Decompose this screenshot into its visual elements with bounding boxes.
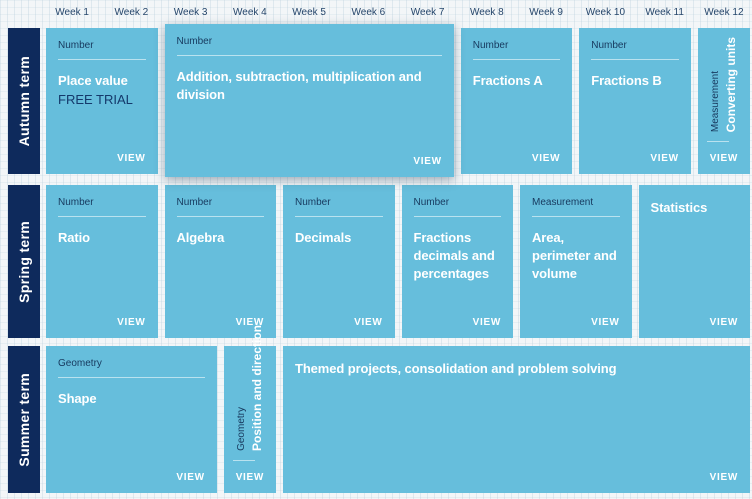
week-label-5: Week 5	[292, 6, 326, 18]
card-category: Number	[58, 40, 94, 51]
view-button[interactable]: VIEW	[117, 317, 146, 328]
card-title: Converting units	[723, 36, 738, 132]
view-button[interactable]: VIEW	[176, 472, 205, 483]
card-title: Decimals	[295, 230, 352, 245]
card-category: Geometry	[58, 358, 102, 369]
view-button[interactable]: VIEW	[235, 472, 265, 483]
week-label-3: Week 3	[173, 6, 208, 18]
view-button[interactable]: VIEW	[709, 153, 739, 164]
row-spring-term: Spring term Number Ratio VIEW Number Alg…	[8, 185, 750, 338]
card-category: Number	[176, 36, 213, 47]
term-label: Summer term	[16, 372, 32, 467]
view-button[interactable]: VIEW	[591, 317, 620, 328]
week-label-7: Week 7	[410, 6, 445, 18]
free-trial-label: FREE TRIAL	[58, 92, 133, 108]
card-category: Measurement	[532, 197, 594, 208]
card-fractions-b[interactable]: Number Fractions B VIEW	[579, 28, 691, 174]
row-summer-term: Summer term Geometry Shape VIEW Geometry…	[8, 325, 750, 493]
card-divider	[706, 141, 729, 142]
card-divider	[472, 59, 561, 60]
card-divider	[413, 216, 501, 217]
card-shape[interactable]: Geometry Shape VIEW	[46, 346, 217, 493]
view-button[interactable]: VIEW	[531, 153, 561, 164]
week-label-4: Week 4	[233, 6, 267, 18]
spring-cards: Number Ratio VIEW Number Algebra VIEW Nu…	[46, 185, 750, 338]
card-title: Statistics	[650, 200, 708, 215]
card-addition-subtraction-multiplication-division[interactable]: Number Addition, subtraction, multiplica…	[164, 24, 454, 177]
card-category: Number	[295, 197, 331, 208]
card-fractions-decimals-percentages[interactable]: Number Fractions decimals and percentage…	[401, 185, 513, 338]
card-category: Number	[413, 197, 450, 208]
card-title: Themed projects, consolidation and probl…	[295, 361, 617, 376]
week-label-11: Week 11	[645, 6, 684, 18]
term-block-spring: Spring term	[8, 185, 40, 338]
view-button[interactable]: VIEW	[709, 317, 738, 328]
card-title: Area, perimeter and volume	[532, 230, 617, 282]
card-divider	[58, 377, 205, 378]
summer-cards: Geometry Shape VIEW Geometry Position an…	[46, 325, 750, 493]
card-place-value[interactable]: Number Place value FREE TRIAL VIEW	[46, 28, 158, 174]
view-button[interactable]: VIEW	[413, 156, 442, 167]
week-label-10: Week 10	[585, 6, 626, 18]
card-divider	[232, 460, 255, 461]
week-label-2: Week 2	[114, 6, 149, 18]
vertical-text: Measurement Converting units	[698, 36, 750, 132]
week-label-9: Week 9	[529, 6, 563, 18]
week-header: Week 1 Week 2 Week 3 Week 4 Week 5 Week …	[46, 0, 750, 24]
view-button[interactable]: VIEW	[709, 472, 738, 483]
card-title: Fractions decimals and percentages	[413, 230, 495, 282]
autumn-cards: Number Place value FREE TRIAL VIEW Numbe…	[46, 24, 750, 177]
card-divider	[176, 216, 264, 217]
card-divider	[58, 216, 146, 217]
card-converting-units[interactable]: Measurement Converting units VIEW	[697, 28, 750, 174]
card-fractions-a[interactable]: Number Fractions A VIEW	[460, 28, 573, 174]
card-divider	[532, 216, 620, 217]
card-category: Geometry	[235, 407, 247, 451]
week-label-6: Week 6	[351, 6, 386, 18]
term-label: Autumn term	[16, 55, 32, 147]
row-autumn-term: Autumn term Number Place value FREE TRIA…	[8, 24, 750, 177]
card-divider	[295, 216, 383, 217]
card-ratio[interactable]: Number Ratio VIEW	[46, 185, 158, 338]
card-title: Addition, subtraction, multiplication an…	[176, 69, 422, 103]
card-algebra[interactable]: Number Algebra VIEW	[164, 185, 276, 338]
card-statistics[interactable]: Statistics VIEW	[638, 185, 750, 338]
card-position-and-direction[interactable]: Geometry Position and direction VIEW	[223, 325, 276, 493]
card-title: Place value	[58, 73, 128, 88]
vertical-text: Geometry Position and direction	[224, 325, 276, 451]
card-title: Shape	[58, 391, 97, 406]
week-label-12: Week 12	[704, 6, 744, 18]
view-button[interactable]: VIEW	[235, 317, 264, 328]
card-divider	[176, 55, 442, 56]
card-title: Position and direction	[249, 324, 264, 451]
card-area-perimeter-volume[interactable]: Measurement Area, perimeter and volume V…	[520, 185, 632, 338]
card-title: Fractions B	[591, 73, 662, 88]
week-label-1: Week 1	[55, 6, 89, 18]
view-button[interactable]: VIEW	[650, 153, 679, 164]
week-label-8: Week 8	[470, 6, 504, 18]
view-button[interactable]: VIEW	[117, 153, 146, 164]
term-block-summer: Summer term	[8, 346, 40, 493]
card-title: Fractions A	[472, 73, 543, 88]
card-category: Number	[472, 40, 509, 51]
card-divider	[58, 59, 146, 60]
term-label: Spring term	[16, 220, 32, 303]
view-button[interactable]: VIEW	[472, 317, 501, 328]
view-button[interactable]: VIEW	[354, 317, 383, 328]
card-decimals[interactable]: Number Decimals VIEW	[283, 185, 395, 338]
card-divider	[591, 59, 679, 60]
card-category: Number	[58, 197, 94, 208]
card-category: Measurement	[709, 70, 721, 132]
card-title: Ratio	[58, 230, 91, 245]
card-title: Algebra	[176, 230, 225, 245]
term-block-autumn: Autumn term	[8, 28, 40, 174]
card-category: Number	[176, 197, 213, 208]
card-themed-projects[interactable]: Themed projects, consolidation and probl…	[283, 346, 750, 493]
card-category: Number	[591, 40, 627, 51]
